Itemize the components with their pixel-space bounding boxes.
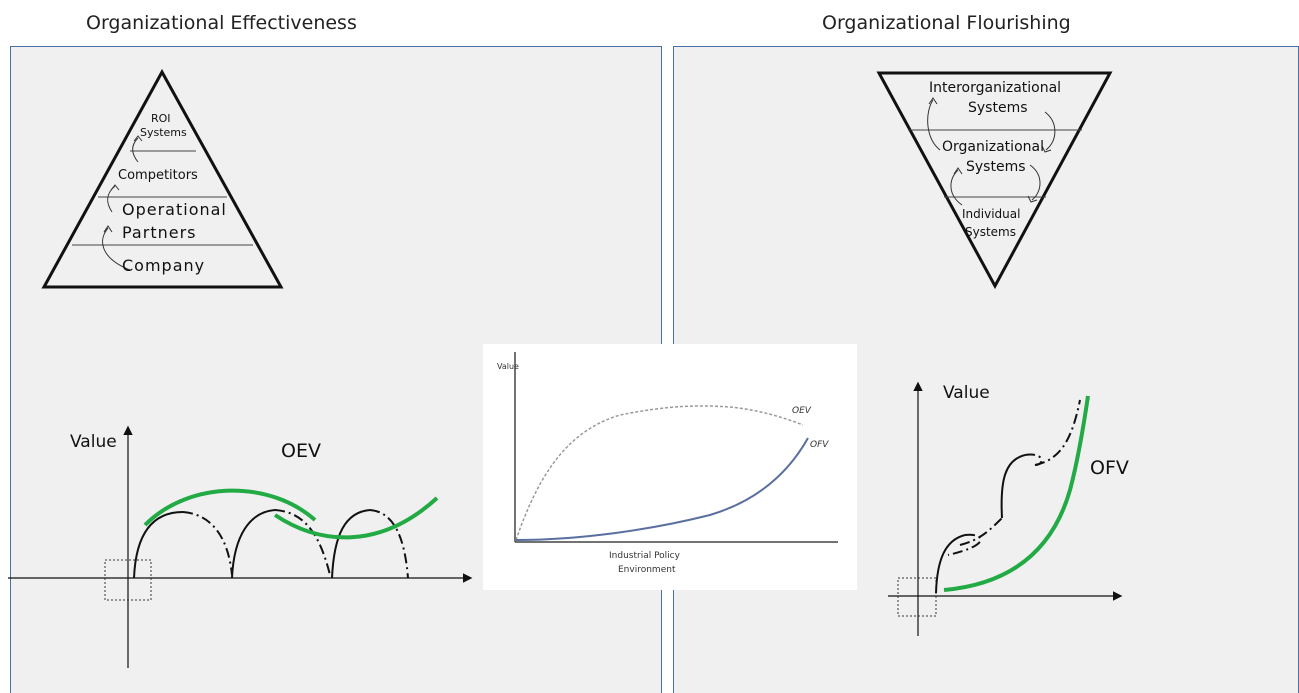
inv-pyramid-level-individual: Individual	[962, 207, 1021, 221]
center-comparison-chart	[483, 344, 857, 590]
oev-green-arc-2	[273, 496, 439, 540]
center-oev-curve	[515, 405, 804, 541]
left-graph-oev-label: OEV	[281, 440, 321, 462]
center-chart-xlabel-1: Industrial Policy	[609, 551, 680, 561]
right-graph-ofv-label: OFV	[1090, 457, 1129, 479]
inv-pyramid-level-org: Organizational	[942, 139, 1044, 155]
pyramid-level-systems: Systems	[140, 126, 187, 139]
pyramid-level-operational: Operational	[122, 200, 227, 219]
center-series-ofv: OFV	[810, 440, 829, 450]
left-panel-title: Organizational Effectiveness	[86, 12, 357, 34]
pyramid-level-partners: Partners	[122, 223, 197, 242]
center-chart-xlabel-2: Environment	[618, 565, 676, 575]
ofv-green-curve	[943, 395, 1090, 592]
inv-pyramid-level-individual-systems: Systems	[965, 225, 1016, 239]
center-chart-ylabel: Value	[497, 362, 519, 371]
pyramid-level-competitors: Competitors	[118, 168, 198, 183]
pyramid-level-roi: ROI	[151, 112, 171, 125]
inv-pyramid-level-org-systems: Systems	[966, 159, 1026, 175]
right-panel-title: Organizational Flourishing	[822, 12, 1071, 34]
center-series-oev: OEV	[792, 406, 811, 416]
right-graph-ylabel: Value	[943, 383, 990, 403]
pyramid-level-company: Company	[122, 256, 206, 275]
inv-pyramid-level-interorg-systems: Systems	[968, 100, 1028, 116]
oev-green-arc-1	[143, 488, 317, 527]
center-ofv-curve	[515, 437, 809, 541]
left-graph-ylabel: Value	[70, 432, 117, 452]
inv-pyramid-level-interorg: Interorganizational	[929, 80, 1062, 96]
